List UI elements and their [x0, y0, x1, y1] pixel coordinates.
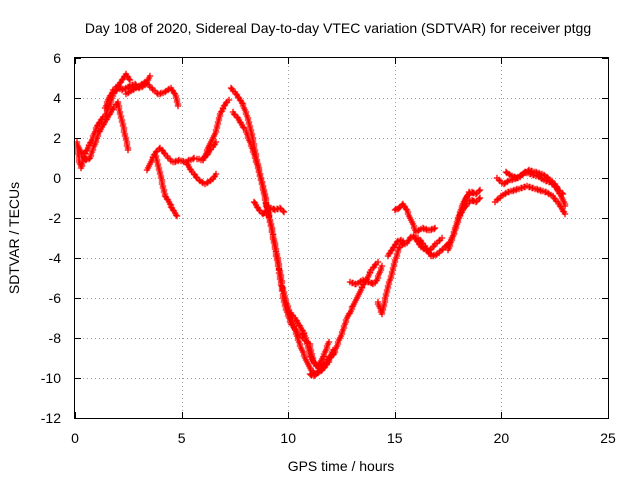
data-point [225, 96, 233, 104]
data-point [391, 206, 399, 214]
y-tick-label: -8 [49, 330, 62, 346]
y-tick-label: 0 [53, 170, 61, 186]
x-tick-label: 25 [600, 430, 616, 446]
data-point [427, 226, 435, 234]
data-point [475, 195, 483, 203]
grid [75, 58, 608, 418]
data-point [287, 320, 295, 328]
x-tick-label: 20 [494, 430, 510, 446]
data-point [465, 188, 473, 196]
data-point [393, 238, 401, 246]
data-point [238, 99, 246, 107]
data-point [472, 198, 480, 206]
x-tick-label: 5 [178, 430, 186, 446]
data-point [536, 186, 544, 194]
data-point [472, 190, 480, 198]
data-point [325, 338, 333, 346]
data-point [418, 239, 426, 247]
data-point [371, 261, 379, 269]
data-point [310, 372, 318, 380]
data-point [422, 225, 430, 233]
axis-ticks [75, 58, 609, 419]
data-point [126, 76, 134, 84]
data-point [192, 173, 200, 181]
data-point [108, 89, 116, 97]
data-point [374, 258, 382, 266]
data-point [475, 187, 483, 195]
data-point [533, 185, 541, 193]
data-point [476, 194, 484, 202]
data-point [265, 213, 273, 221]
data-points [73, 70, 569, 380]
data-point [319, 353, 327, 361]
y-tick-label: -6 [49, 290, 62, 306]
data-point [280, 208, 288, 216]
data-point [509, 187, 517, 195]
data-point [431, 224, 439, 232]
data-point [464, 191, 472, 199]
chart-title: Day 108 of 2020, Sidereal Day-to-day VTE… [85, 20, 591, 36]
data-point [166, 200, 174, 208]
data-point [263, 208, 271, 216]
x-axis-label: GPS time / hours [288, 458, 395, 474]
data-point [118, 86, 126, 94]
data-point [430, 225, 438, 233]
data-point [174, 102, 182, 110]
data-point [160, 149, 168, 157]
y-tick-label: -2 [49, 210, 62, 226]
data-point [140, 79, 148, 87]
data-point [395, 244, 403, 252]
data-point [230, 110, 238, 118]
data-point [172, 211, 180, 219]
data-point [156, 90, 164, 98]
data-point [82, 156, 90, 164]
data-point [476, 186, 484, 194]
data-point [173, 212, 181, 220]
data-point [222, 99, 230, 107]
data-point [190, 154, 198, 162]
x-tick-label: 10 [280, 430, 296, 446]
data-point [558, 189, 566, 197]
data-point [495, 176, 503, 184]
data-point [559, 190, 567, 198]
x-tick-label: 15 [387, 430, 403, 446]
data-point [239, 123, 247, 131]
y-tick-label: -12 [41, 410, 61, 426]
data-point [146, 72, 154, 80]
data-point [419, 224, 427, 232]
data-point [288, 311, 296, 319]
data-point [212, 170, 220, 178]
data-point [512, 186, 520, 194]
plot-frame [74, 57, 609, 419]
y-tick-label: 2 [53, 130, 61, 146]
data-point [378, 262, 386, 270]
y-axis-label: SDTVAR / TECUs [6, 182, 22, 294]
data-point [171, 158, 179, 166]
x-tick-label: 0 [71, 430, 79, 446]
data-point [435, 237, 443, 245]
y-tick-label: -4 [49, 250, 62, 266]
y-tick-label: -10 [41, 370, 61, 386]
data-point [429, 252, 437, 260]
data-point [278, 287, 286, 295]
y-tick-label: 4 [53, 90, 61, 106]
data-point [155, 145, 163, 153]
data-point [561, 210, 569, 218]
data-point [255, 206, 263, 214]
data-point [359, 276, 367, 284]
data-point [279, 207, 287, 215]
y-tick-label: 6 [53, 50, 61, 66]
data-point [125, 75, 133, 83]
data-point [276, 204, 284, 212]
data-point [124, 146, 132, 154]
data-point [518, 171, 526, 179]
data-point [438, 234, 446, 242]
data-point [438, 246, 446, 254]
data-point [521, 168, 529, 176]
data-point [395, 204, 403, 212]
y-tick-labels: 6 4 2 0 -2 -4 -6 -8 -10 -12 [41, 50, 61, 426]
x-tick-labels: 0 5 10 15 20 25 [71, 430, 616, 446]
